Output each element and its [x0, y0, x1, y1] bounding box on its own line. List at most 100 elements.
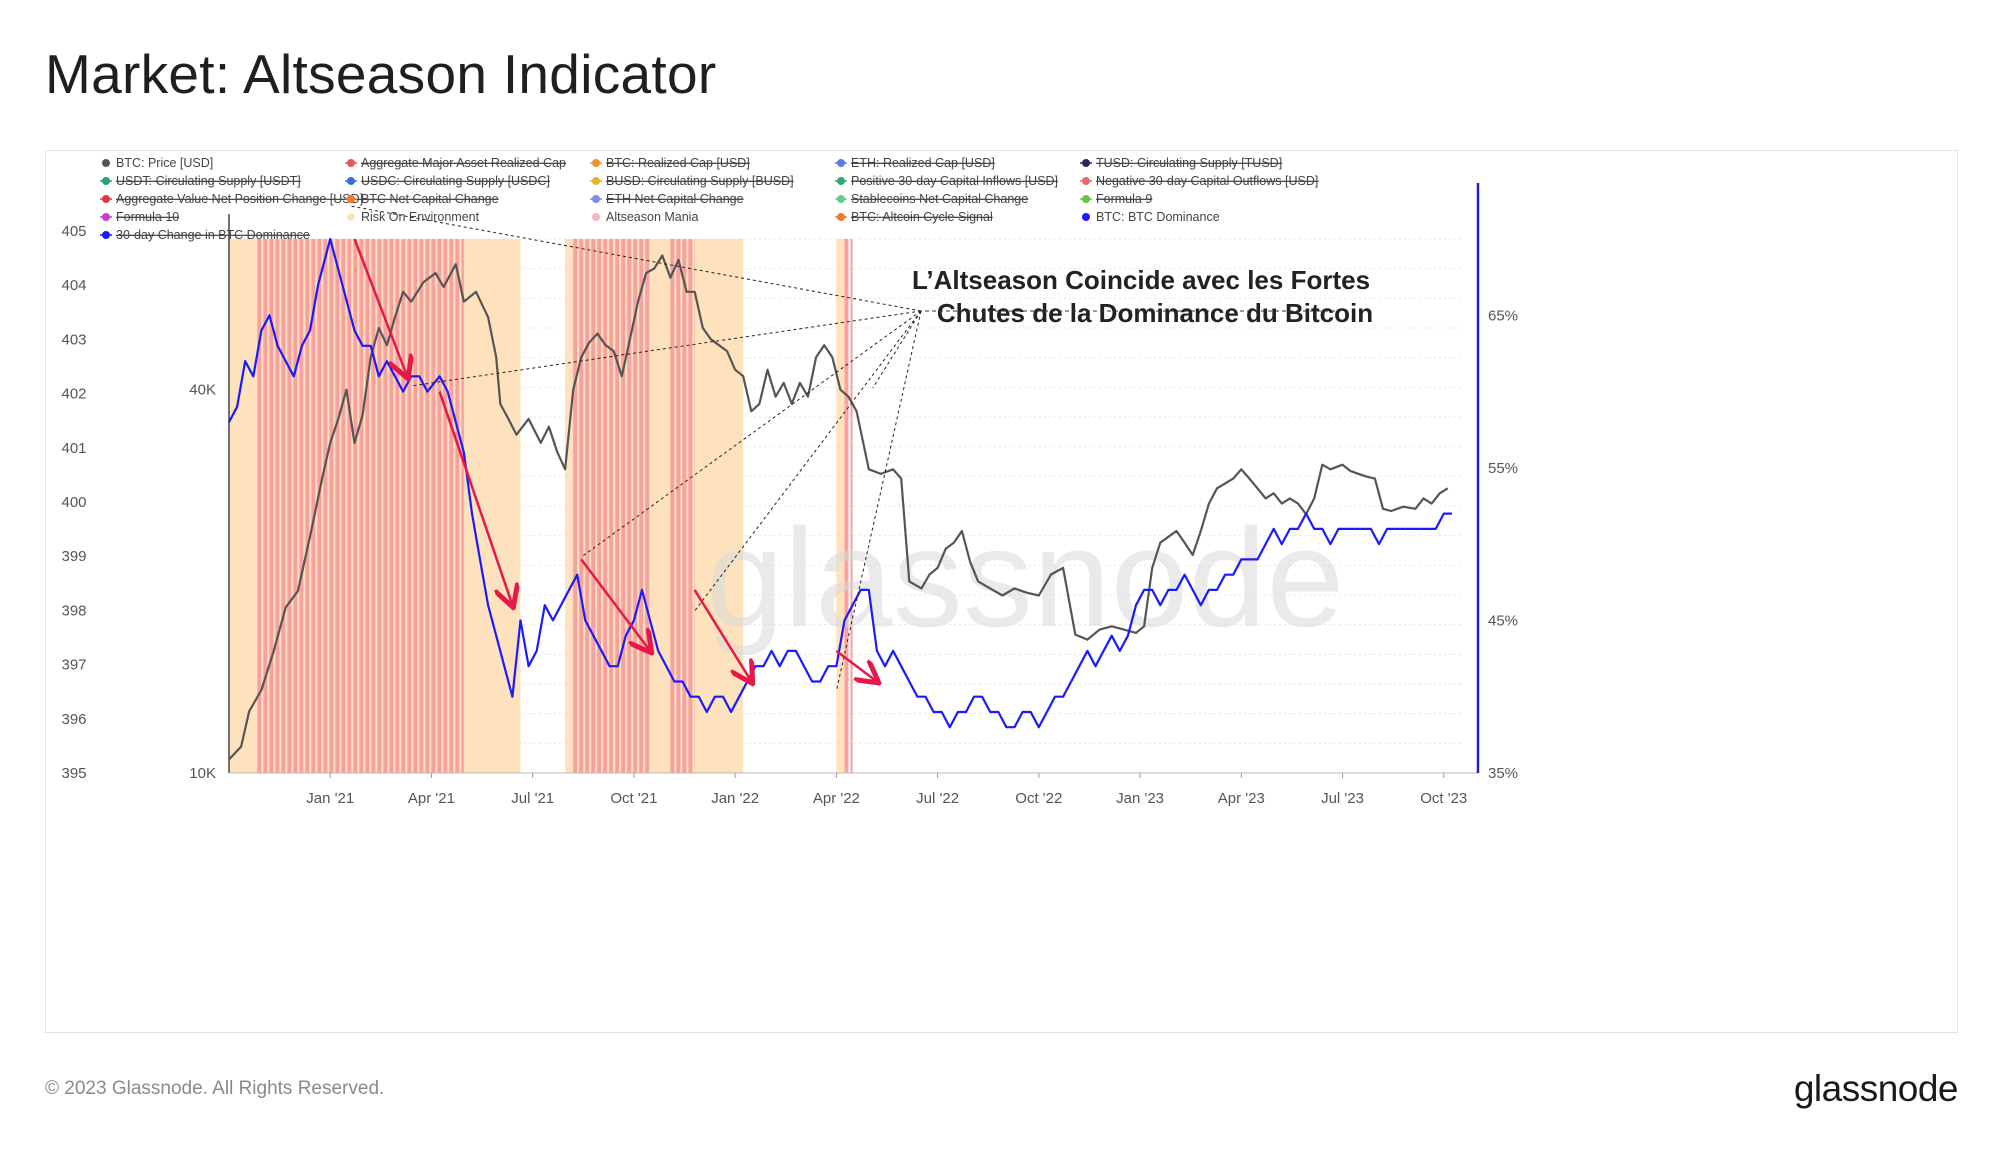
mania-band: [263, 239, 268, 773]
mania-band: [359, 239, 364, 773]
mania-band: [449, 239, 454, 773]
legend-label[interactable]: BTC: Altcoin Cycle Signal: [851, 210, 993, 224]
x-tick-label: Apr '21: [408, 790, 455, 807]
y-tick-label: 405: [61, 223, 86, 240]
legend-label[interactable]: BTC: BTC Dominance: [1096, 210, 1220, 224]
mania-band: [437, 239, 442, 773]
legend-label[interactable]: 30-day Change in BTC Dominance: [116, 228, 310, 242]
mania-band: [670, 239, 675, 773]
watermark: glassnode: [706, 499, 1344, 656]
legend-label[interactable]: BUSD: Circulating Supply [BUSD]: [606, 174, 794, 188]
mania-band: [293, 239, 298, 773]
mania-band: [591, 239, 596, 773]
y-tick-label: 401: [61, 440, 86, 457]
mania-band: [257, 239, 262, 773]
mania-band: [317, 239, 322, 773]
legend-label[interactable]: Aggregate Value Net Position Change [USD…: [116, 192, 363, 206]
y-tick-label: 35%: [1488, 765, 1518, 782]
mania-band: [621, 239, 626, 773]
risk-on-band: [836, 239, 845, 773]
mania-band: [281, 239, 286, 773]
btc-dominance-line: [228, 237, 1452, 729]
x-tick-label: Apr '23: [1218, 790, 1265, 807]
red-arrow: [693, 589, 752, 682]
mania-band: [323, 239, 328, 773]
mania-band: [676, 239, 681, 773]
chart-panel: glassnode 395 396 397 398 399 400 401 402 403 404…: [45, 150, 1958, 1033]
mania-band: [844, 239, 849, 773]
annotation-connector: [835, 310, 922, 692]
legend-marker: [347, 213, 355, 221]
legend-marker: [102, 159, 110, 167]
mania-band: [633, 239, 638, 773]
legend-label[interactable]: BTC: Price [USD]: [116, 156, 213, 170]
mania-band: [627, 239, 632, 773]
mania-band: [299, 239, 304, 773]
copyright-notice: © 2023 Glassnode. All Rights Reserved.: [45, 1078, 385, 1099]
mania-band: [287, 239, 292, 773]
mania-band: [371, 239, 376, 773]
red-arrow: [580, 558, 650, 651]
mania-band: [395, 239, 400, 773]
annotation-text: L’Altseason Coincide avec les Fortes: [912, 265, 1370, 295]
axes: 395 396 397 398 399 400 401 402 403 404 405 10K 40K 3…: [61, 183, 1518, 807]
mania-band: [383, 239, 388, 773]
legend-label[interactable]: ETH Net Capital Change: [606, 192, 744, 206]
legend-label[interactable]: Altseason Mania: [606, 210, 698, 224]
x-tick-label: Apr '22: [813, 790, 860, 807]
mania-band: [365, 239, 370, 773]
x-tick-label: Jan '23: [1116, 790, 1164, 807]
x-tick-label: Jul '23: [1321, 790, 1364, 807]
mania-band: [443, 239, 448, 773]
mania-band: [425, 239, 430, 773]
y-tick-label: 45%: [1488, 612, 1518, 629]
mania-band: [407, 239, 412, 773]
y-tick-label: 40K: [189, 382, 216, 399]
legend-label[interactable]: Stablecoins Net Capital Change: [851, 192, 1028, 206]
mania-band: [682, 239, 687, 773]
annotation-text: Chutes de la Dominance du Bitcoin: [937, 298, 1373, 328]
x-tick-label: Jul '21: [511, 790, 554, 807]
mania-band: [389, 239, 394, 773]
mania-band: [341, 239, 346, 773]
legend-label[interactable]: ETH: Realized Cap [USD]: [851, 156, 995, 170]
mania-band: [305, 239, 310, 773]
y-tick-label: 396: [61, 711, 86, 728]
legend-label[interactable]: Risk On Environment: [361, 210, 480, 224]
mania-band: [413, 239, 418, 773]
red-arrow: [835, 649, 876, 682]
glassnode-logo[interactable]: glassnode: [1793, 1068, 1959, 1109]
legend-marker: [1082, 213, 1090, 221]
mania-band: [353, 239, 358, 773]
annotation-connector: [580, 310, 922, 558]
mania-band: [615, 239, 620, 773]
mania-band: [585, 239, 590, 773]
mania-band: [639, 239, 644, 773]
mania-band: [573, 239, 578, 773]
mania-band: [461, 239, 464, 773]
mania-band: [597, 239, 602, 773]
y-tick-label: 397: [61, 657, 86, 674]
legend-marker: [592, 213, 600, 221]
legend-label[interactable]: Positive 30-day Capital Inflows [USD]: [851, 174, 1058, 188]
legend-label[interactable]: Aggregate Major Asset Realized Cap: [361, 156, 566, 170]
mania-band: [455, 239, 460, 773]
legend-label[interactable]: Negative 30-day Capital Outflows [USD]: [1096, 174, 1318, 188]
legend-label[interactable]: BTC Net Capital Change: [361, 192, 499, 206]
legend-label[interactable]: Formula 10: [116, 210, 179, 224]
legend-label[interactable]: BTC: Realized Cap [USD]: [606, 156, 750, 170]
legend-label[interactable]: USDT: Circulating Supply [USDT]: [116, 174, 301, 188]
page-title: Market: Altseason Indicator: [45, 43, 717, 105]
annotation-connector: [694, 310, 922, 612]
y-tick-label: 399: [61, 548, 86, 565]
y-tick-label: 65%: [1488, 307, 1518, 324]
legend-label[interactable]: USDC: Circulating Supply [USDC]: [361, 174, 550, 188]
annotation-connector: [411, 310, 922, 387]
red-arrow: [353, 238, 408, 376]
red-arrow: [438, 391, 513, 606]
legend: BTC: Price [USD] Aggregate Major Asset Re…: [100, 156, 1318, 242]
mania-band: [401, 239, 406, 773]
legend-label[interactable]: TUSD: Circulating Supply [TUSD]: [1096, 156, 1282, 170]
mania-band: [275, 239, 280, 773]
legend-label[interactable]: Formula 9: [1096, 192, 1152, 206]
